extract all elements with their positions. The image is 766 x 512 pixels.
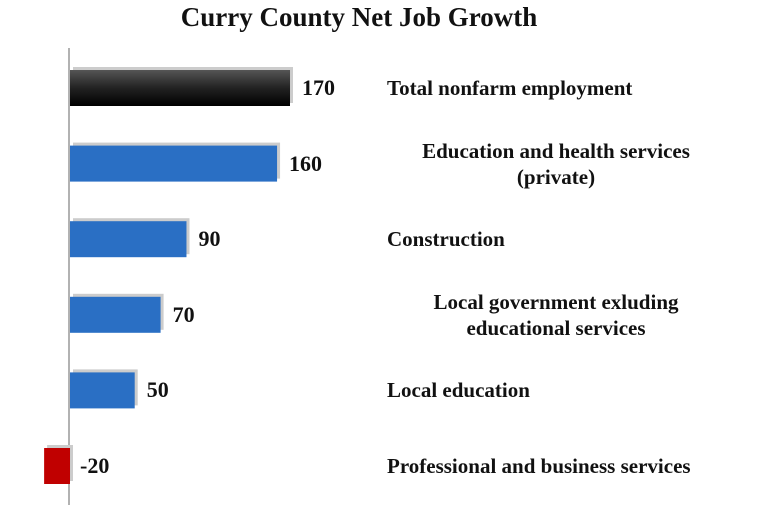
value-label: 50 xyxy=(146,377,169,403)
value-label: 170 xyxy=(302,75,335,100)
bar xyxy=(70,221,187,258)
category-label: Professional and business services xyxy=(387,454,691,478)
category-label: Construction xyxy=(387,227,505,252)
value-label: 70 xyxy=(172,301,195,327)
bar xyxy=(70,372,135,409)
value-label: 160 xyxy=(289,150,323,176)
value-label: 90 xyxy=(198,226,221,252)
category-label: Local education xyxy=(387,378,530,403)
value-label: -20 xyxy=(80,453,110,478)
category-label: Education and health services (private) xyxy=(422,138,690,189)
chart-title: Curry County Net Job Growth xyxy=(180,2,538,32)
bar xyxy=(44,448,70,484)
category-label: Local government exluding educational se… xyxy=(433,289,679,340)
bar xyxy=(70,70,290,106)
bar xyxy=(70,296,161,333)
bar xyxy=(70,145,278,182)
category-label: Total nonfarm employment xyxy=(387,76,633,100)
